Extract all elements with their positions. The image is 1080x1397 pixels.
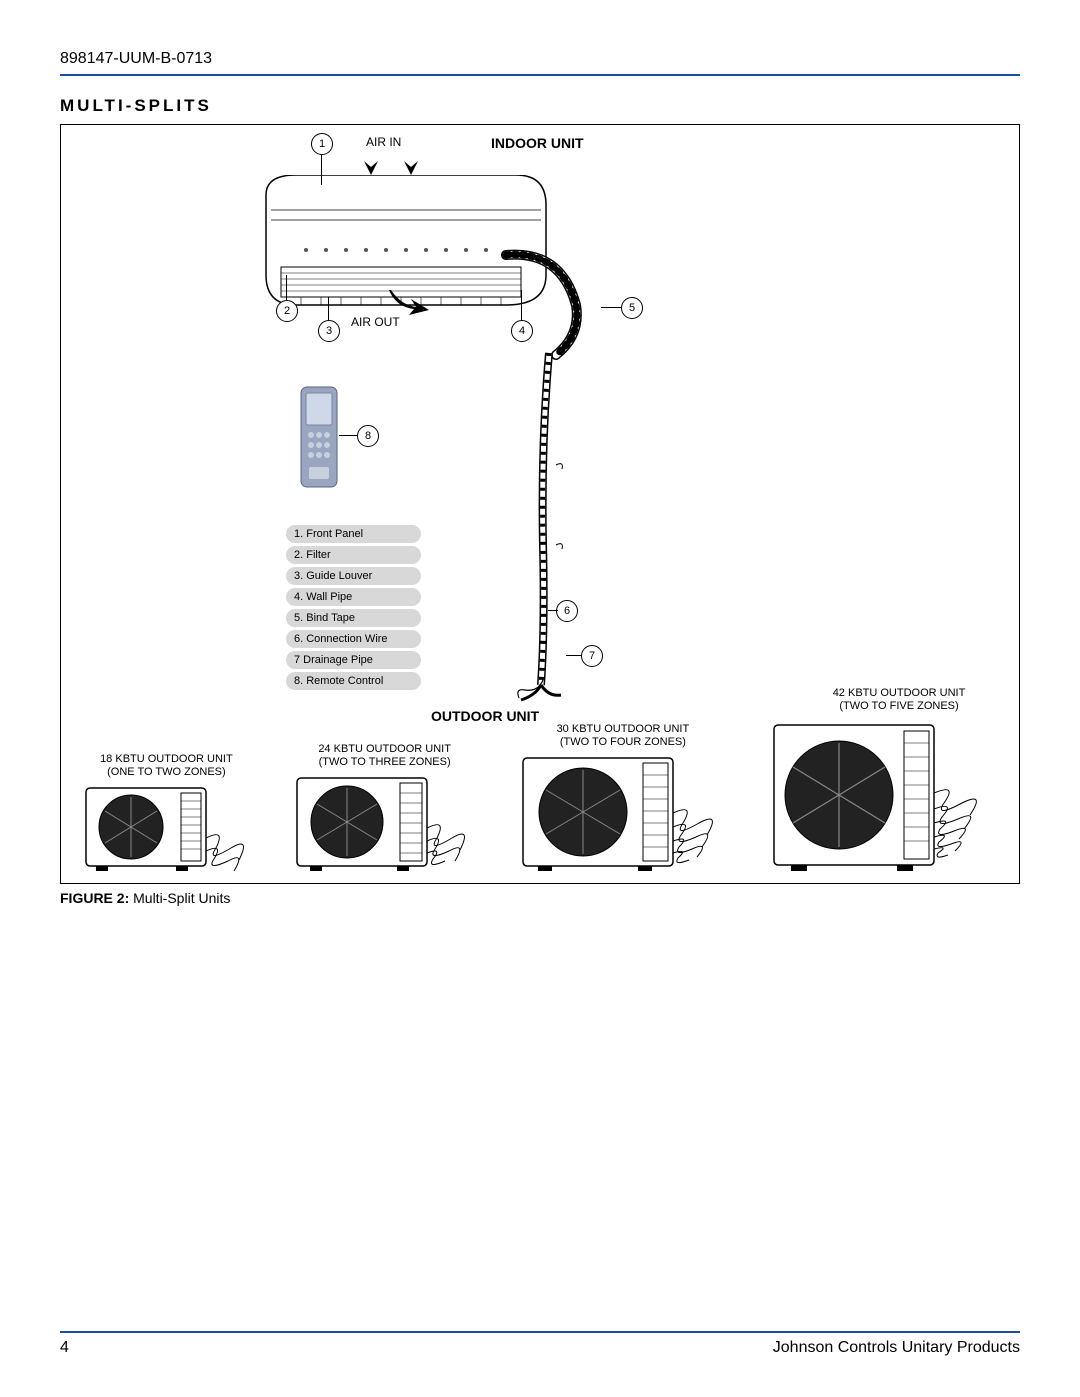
footer: 4 Johnson Controls Unitary Products xyxy=(60,1331,1020,1357)
legend-item: 3. Guide Louver xyxy=(286,567,421,585)
callout-5: 5 xyxy=(621,297,643,319)
ou-label: 18 KBTU OUTDOOR UNIT (ONE TO TWO ZONES) xyxy=(81,753,251,779)
air-in-label: AIR IN xyxy=(366,135,401,149)
outdoor-unit-30: 30 KBTU OUTDOOR UNIT (TWO TO FOUR ZONES) xyxy=(518,723,728,873)
outdoor-unit-24-icon xyxy=(292,773,477,873)
callout-1: 1 xyxy=(311,133,333,155)
outdoor-unit-24: 24 KBTU OUTDOOR UNIT (TWO TO THREE ZONES… xyxy=(292,743,477,873)
caption-text: Multi-Split Units xyxy=(129,890,230,906)
ou-line1: 18 KBTU OUTDOOR UNIT xyxy=(100,753,233,765)
air-out-label: AIR OUT xyxy=(351,315,400,329)
leader-line xyxy=(339,435,357,436)
air-out-arrow-icon xyxy=(381,285,441,315)
outdoor-unit-18-icon xyxy=(81,783,251,873)
leader-line xyxy=(328,297,329,320)
caption-prefix: FIGURE 2: xyxy=(60,890,129,906)
ou-line1: 24 KBTU OUTDOOR UNIT xyxy=(318,743,451,755)
remote-control-icon xyxy=(299,385,339,490)
callout-2: 2 xyxy=(276,300,298,322)
ou-label: 30 KBTU OUTDOOR UNIT (TWO TO FOUR ZONES) xyxy=(518,723,728,749)
page-number: 4 xyxy=(60,1339,69,1357)
callout-3: 3 xyxy=(318,320,340,342)
ou-line1: 30 KBTU OUTDOOR UNIT xyxy=(557,723,690,735)
callout-8: 8 xyxy=(357,425,379,447)
ou-line2: (TWO TO FOUR ZONES) xyxy=(560,736,686,748)
ou-line2: (TWO TO FIVE ZONES) xyxy=(839,700,958,712)
leader-line xyxy=(321,155,322,185)
outdoor-unit-18: 18 KBTU OUTDOOR UNIT (ONE TO TWO ZONES) xyxy=(81,753,251,873)
ou-line1: 42 KBTU OUTDOOR UNIT xyxy=(833,687,966,699)
outdoor-unit-42-icon xyxy=(769,723,999,873)
legend-item: 1. Front Panel xyxy=(286,525,421,543)
ou-line2: (ONE TO TWO ZONES) xyxy=(107,766,226,778)
outdoor-units-row: 18 KBTU OUTDOOR UNIT (ONE TO TWO ZONES) xyxy=(61,723,1019,873)
outdoor-unit-42 xyxy=(769,723,999,873)
footer-company: Johnson Controls Unitary Products xyxy=(773,1339,1020,1357)
legend: 1. Front Panel 2. Filter 3. Guide Louver… xyxy=(286,525,421,693)
section-title: MULTI-SPLITS xyxy=(60,96,1020,116)
leader-line xyxy=(286,275,287,300)
figure-container: INDOOR UNIT AIR IN xyxy=(60,124,1020,884)
figure-caption: FIGURE 2: Multi-Split Units xyxy=(60,890,1020,906)
header: 898147-UUM-B-0713 xyxy=(60,50,1020,76)
legend-item: 6. Connection Wire xyxy=(286,630,421,648)
doc-id: 898147-UUM-B-0713 xyxy=(60,50,212,67)
indoor-unit-label: INDOOR UNIT xyxy=(491,135,584,151)
ou-line2: (TWO TO THREE ZONES) xyxy=(319,756,451,768)
legend-item: 7 Drainage Pipe xyxy=(286,651,421,669)
legend-item: 2. Filter xyxy=(286,546,421,564)
outdoor-unit-42-label: 42 KBTU OUTDOOR UNIT (TWO TO FIVE ZONES) xyxy=(809,687,989,713)
legend-item: 8. Remote Control xyxy=(286,672,421,690)
legend-item: 5. Bind Tape xyxy=(286,609,421,627)
outdoor-unit-label: OUTDOOR UNIT xyxy=(431,708,539,724)
pipe-run-icon xyxy=(501,245,611,705)
ou-label: 24 KBTU OUTDOOR UNIT (TWO TO THREE ZONES… xyxy=(292,743,477,769)
outdoor-unit-30-icon xyxy=(518,753,728,873)
legend-item: 4. Wall Pipe xyxy=(286,588,421,606)
